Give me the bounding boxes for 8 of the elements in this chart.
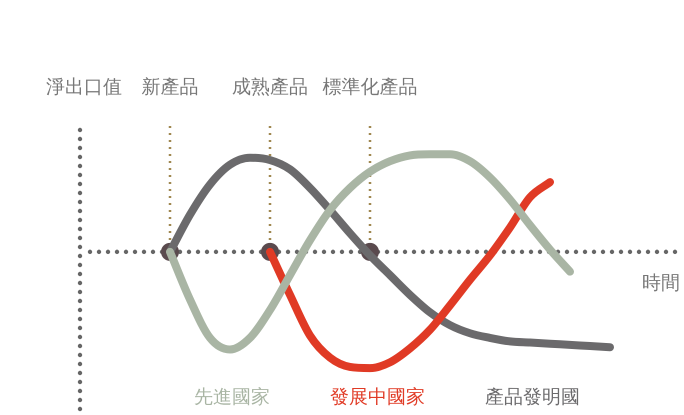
text: 成熟產品 bbox=[232, 76, 308, 98]
text: 產品發明國 bbox=[485, 385, 580, 410]
series-label: 發展中國家 bbox=[330, 385, 425, 410]
y-axis-title: 淨出口值 bbox=[46, 76, 122, 98]
text: 新產品 bbox=[142, 76, 198, 98]
text: 先進國家 bbox=[194, 385, 270, 410]
text: 標準化產品 bbox=[322, 76, 418, 98]
x-axis-title: 時間 bbox=[642, 272, 680, 294]
